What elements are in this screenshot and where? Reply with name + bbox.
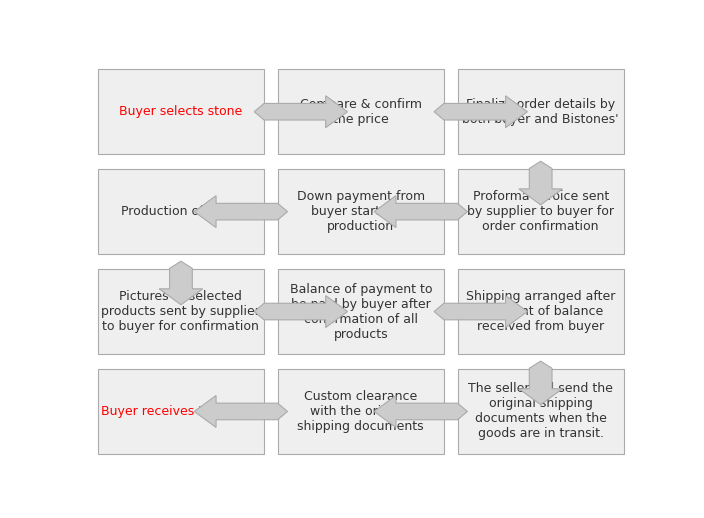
- Text: Buyer selects stone: Buyer selects stone: [119, 105, 243, 118]
- Polygon shape: [194, 196, 287, 227]
- FancyBboxPatch shape: [98, 269, 264, 354]
- FancyBboxPatch shape: [277, 269, 444, 354]
- Polygon shape: [434, 96, 527, 127]
- FancyBboxPatch shape: [458, 269, 624, 354]
- FancyBboxPatch shape: [98, 169, 264, 254]
- Polygon shape: [434, 296, 527, 327]
- Polygon shape: [254, 96, 348, 127]
- FancyBboxPatch shape: [277, 69, 444, 154]
- Text: Proforma invoice sent
by supplier to buyer for
order confirmation: Proforma invoice sent by supplier to buy…: [467, 190, 614, 233]
- FancyBboxPatch shape: [277, 169, 444, 254]
- Text: Compare & confirm
the price: Compare & confirm the price: [300, 98, 422, 126]
- FancyBboxPatch shape: [98, 369, 264, 454]
- Text: Down payment from
buyer starts the
production: Down payment from buyer starts the produ…: [297, 190, 425, 233]
- Polygon shape: [194, 396, 287, 427]
- Text: The seller will send the
original shipping
documents when the
goods are in trans: The seller will send the original shippi…: [468, 382, 613, 440]
- Polygon shape: [159, 261, 203, 305]
- Polygon shape: [374, 396, 467, 427]
- Polygon shape: [254, 296, 348, 327]
- Text: Shipping arranged after
payment of balance
received from buyer: Shipping arranged after payment of balan…: [466, 290, 615, 333]
- FancyBboxPatch shape: [98, 69, 264, 154]
- FancyBboxPatch shape: [277, 369, 444, 454]
- Polygon shape: [374, 196, 467, 227]
- FancyBboxPatch shape: [458, 369, 624, 454]
- Text: Buyer receives the goods: Buyer receives the goods: [101, 405, 260, 418]
- Text: Production of order: Production of order: [121, 205, 241, 218]
- Text: Pictures of selected
products sent by supplier
to buyer for confirmation: Pictures of selected products sent by su…: [101, 290, 260, 333]
- Polygon shape: [519, 161, 562, 205]
- Text: Finalize order details by
both buyer and Bistones': Finalize order details by both buyer and…: [463, 98, 619, 126]
- FancyBboxPatch shape: [458, 169, 624, 254]
- Text: Custom clearance
with the original
shipping documents: Custom clearance with the original shipp…: [298, 390, 424, 433]
- Text: Balance of payment to
be paid by buyer after
confirmation of all
products: Balance of payment to be paid by buyer a…: [289, 282, 432, 340]
- Polygon shape: [519, 361, 562, 405]
- FancyBboxPatch shape: [458, 69, 624, 154]
